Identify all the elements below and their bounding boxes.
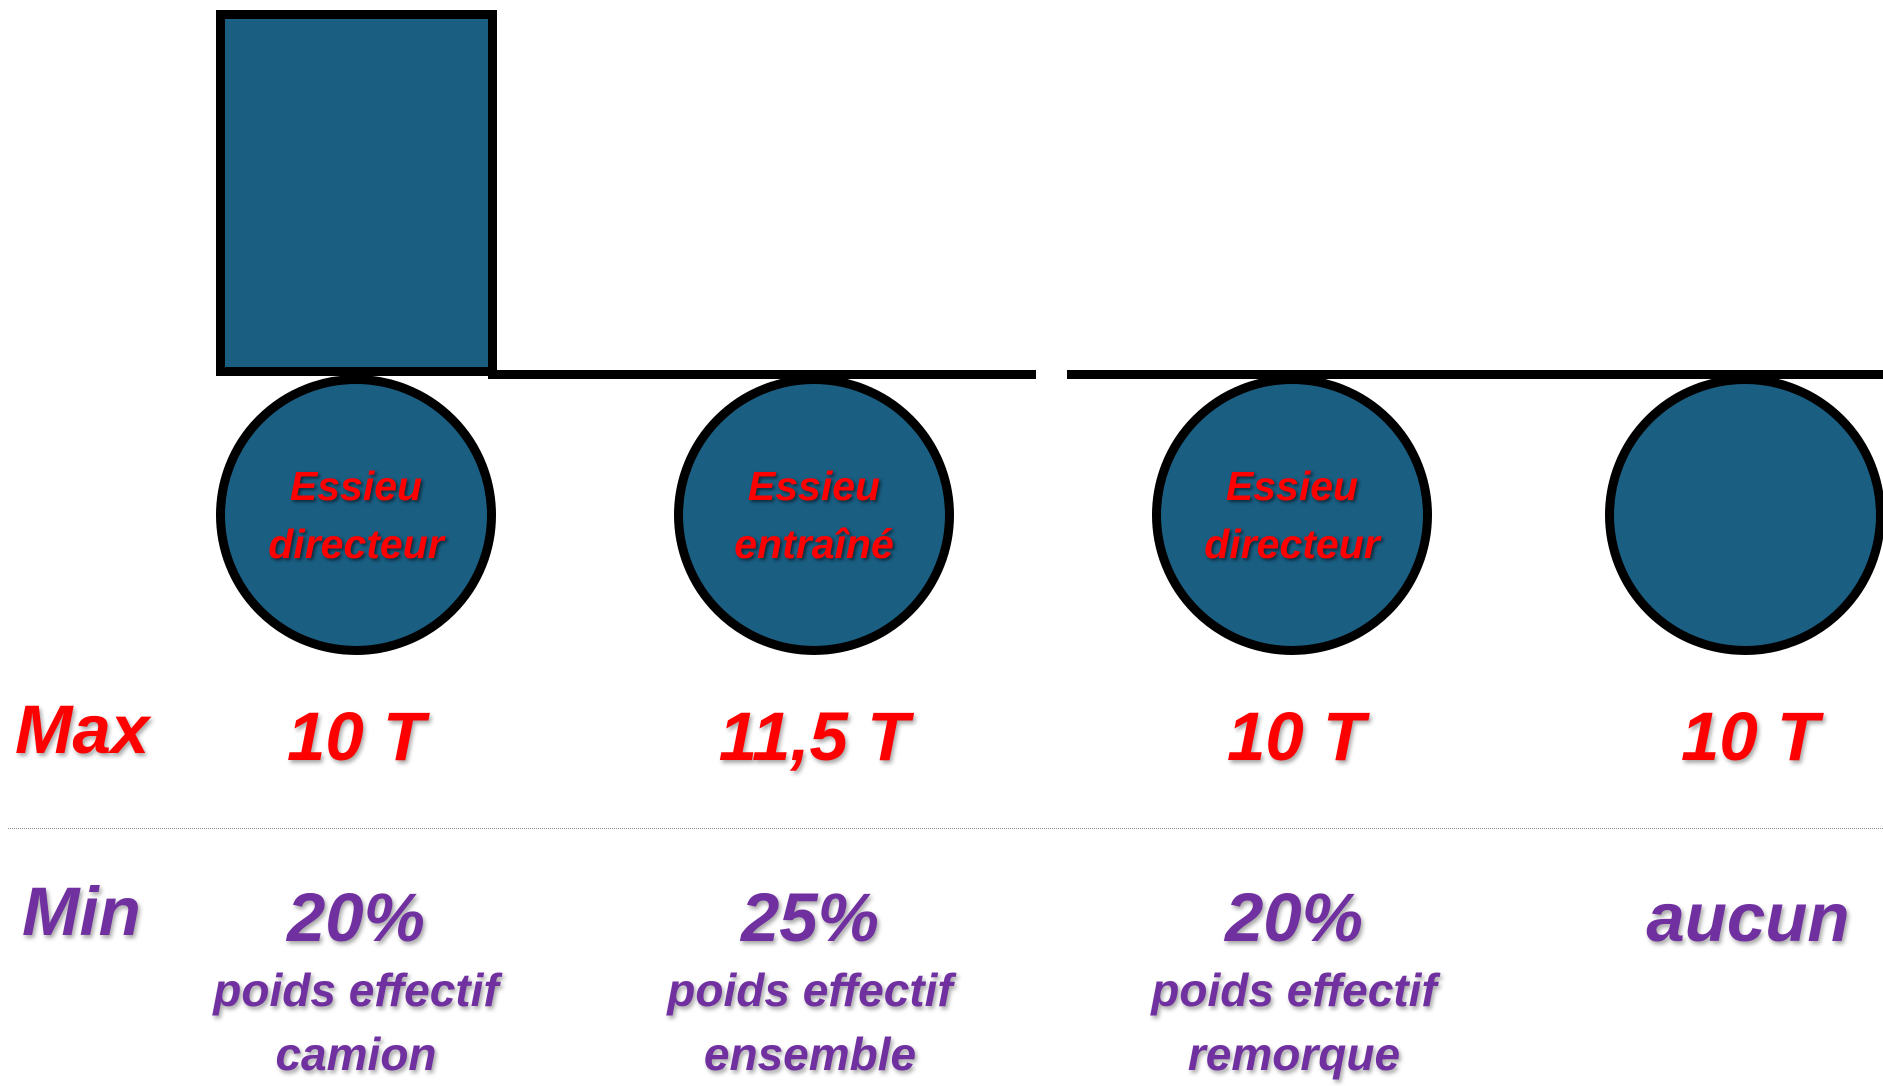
axle-4-wheel xyxy=(1605,375,1883,655)
axle-1-min-desc-line2: camion xyxy=(275,1028,437,1080)
axle-1-min: 20% poids effectif camion xyxy=(156,878,556,1086)
axle-3-min-desc-line2: remorque xyxy=(1187,1028,1401,1080)
truck-cab xyxy=(216,10,497,376)
axle-3-min: 20% poids effectif remorque xyxy=(1094,878,1494,1086)
axle-4-min: aucun xyxy=(1548,878,1883,958)
axle-3-max: 10 T xyxy=(1226,698,1366,775)
axle-1-label-line1: Essieu xyxy=(289,463,423,509)
axle-2-label-line1: Essieu xyxy=(747,463,881,509)
axle-3-min-value: 20% xyxy=(1224,879,1364,956)
axle-2-min-desc-line2: ensemble xyxy=(703,1028,917,1080)
axle-3-wheel: Essieu directeur xyxy=(1152,375,1432,655)
axle-1-max: 10 T xyxy=(286,698,426,775)
max-row-label: Max xyxy=(15,691,150,768)
axle-2-min-value: 25% xyxy=(740,879,880,956)
axle-2-label-line2: entraîné xyxy=(734,521,894,567)
trailer-chassis-beam xyxy=(1067,370,1883,379)
min-row-label: Min xyxy=(22,873,141,950)
axle-4-max: 10 T xyxy=(1680,698,1820,775)
axle-2-min: 25% poids effectif ensemble xyxy=(610,878,1010,1086)
axle-2-min-desc-line1: poids effectif xyxy=(667,964,953,1016)
truck-chassis-beam xyxy=(488,370,1036,379)
axle-1-min-desc-line1: poids effectif xyxy=(213,964,499,1016)
axle-3-label-line2: directeur xyxy=(1204,521,1380,567)
axle-1-label-line2: directeur xyxy=(268,521,444,567)
axle-3-label-line1: Essieu xyxy=(1225,463,1359,509)
row-divider xyxy=(8,828,1883,829)
axle-4-min-value: aucun xyxy=(1646,879,1850,956)
axle-2-wheel: Essieu entraîné xyxy=(674,375,954,655)
axle-1-wheel: Essieu directeur xyxy=(216,375,496,655)
axle-1-min-value: 20% xyxy=(286,879,426,956)
axle-3-min-desc-line1: poids effectif xyxy=(1151,964,1437,1016)
axle-2-max: 11,5 T xyxy=(718,698,910,775)
